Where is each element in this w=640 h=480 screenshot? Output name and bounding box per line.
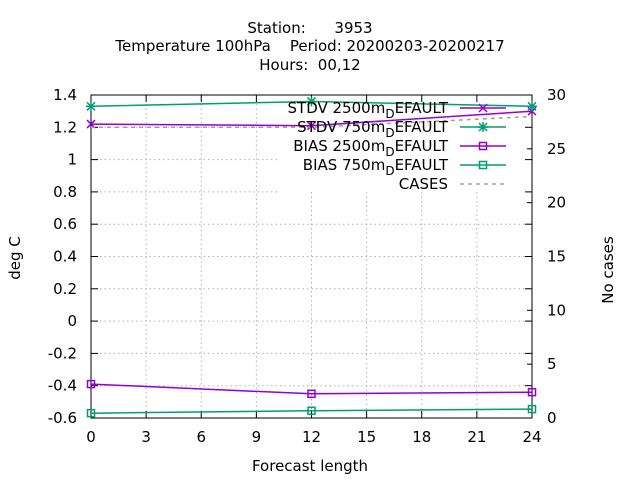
x-axis-label: Forecast length bbox=[252, 457, 368, 475]
y2-axis-label: No cases bbox=[599, 236, 617, 304]
x-tick-label: 15 bbox=[357, 428, 376, 446]
data-point bbox=[527, 404, 537, 414]
series bbox=[86, 96, 537, 418]
y2-tick-label: 25 bbox=[547, 140, 566, 158]
legend-entry: STDV 2500mDEFAULT bbox=[288, 99, 506, 121]
legend-label: BIAS 750mDEFAULT bbox=[303, 156, 449, 178]
x-tick-label: 12 bbox=[302, 428, 321, 446]
legend-label: STDV 750mDEFAULT bbox=[297, 118, 449, 140]
y2-tick-label: 5 bbox=[547, 355, 557, 373]
legend-entry: BIAS 2500mDEFAULT bbox=[293, 137, 506, 159]
title-line-station: Station: 3953 bbox=[247, 19, 372, 37]
series-bias-750m bbox=[86, 404, 537, 418]
x-tick-label: 21 bbox=[467, 428, 486, 446]
data-point bbox=[86, 101, 96, 112]
y-tick-label: 1 bbox=[67, 151, 77, 169]
y-axis-label: deg C bbox=[6, 236, 24, 280]
data-point bbox=[478, 160, 488, 170]
legend-label: CASES bbox=[399, 175, 448, 193]
data-point bbox=[527, 101, 537, 112]
grid bbox=[91, 95, 532, 418]
data-point bbox=[527, 387, 537, 397]
series-stdv-750m bbox=[86, 96, 537, 112]
x-tick-label: 9 bbox=[252, 428, 262, 446]
y-tick-label: 0.2 bbox=[53, 280, 77, 298]
legend-entry: BIAS 750mDEFAULT bbox=[303, 156, 506, 178]
data-point bbox=[478, 103, 488, 113]
y-tick-label: -0.6 bbox=[48, 409, 77, 427]
y-tick-label: -0.2 bbox=[48, 344, 77, 362]
data-point bbox=[307, 406, 316, 415]
chart-title: Station: 3953 Temperature 100hPa Period:… bbox=[114, 19, 504, 74]
data-point bbox=[478, 141, 488, 151]
data-point bbox=[306, 96, 317, 107]
legend-label: STDV 2500mDEFAULT bbox=[288, 99, 449, 121]
x-tick-label: 3 bbox=[141, 428, 151, 446]
data-point bbox=[306, 121, 317, 131]
y2-tick-label: 30 bbox=[547, 86, 566, 104]
data-point bbox=[86, 408, 96, 418]
series-bias-2500m bbox=[86, 379, 537, 399]
series-cases bbox=[91, 115, 533, 129]
series-line bbox=[90, 383, 533, 395]
series-line bbox=[91, 115, 533, 129]
y2-tick-label: 15 bbox=[547, 248, 566, 266]
x-tick-label: 6 bbox=[196, 428, 206, 446]
legend-entry: CASES bbox=[399, 175, 506, 193]
legend-entry: STDV 750mDEFAULT bbox=[297, 118, 506, 140]
y2-tick-label: 0 bbox=[547, 409, 557, 427]
y-tick-label: 1.2 bbox=[53, 118, 77, 136]
x-tick-label: 24 bbox=[522, 428, 541, 446]
data-point bbox=[307, 389, 316, 399]
y2-tick-label: 10 bbox=[547, 301, 566, 319]
y-tick-label: 0.4 bbox=[53, 248, 77, 266]
data-point bbox=[86, 379, 96, 389]
legend-label: BIAS 2500mDEFAULT bbox=[293, 137, 449, 159]
y-tick-label: -0.4 bbox=[48, 377, 77, 395]
title-line-variable-period: Temperature 100hPa Period: 20200203-2020… bbox=[114, 37, 504, 55]
y-tick-label: 1.4 bbox=[53, 86, 77, 104]
title-line-hours: Hours: 00,12 bbox=[259, 56, 360, 74]
x-tick-label: 18 bbox=[412, 428, 431, 446]
axes: -0.6 -0.4 -0.2 0 0.2 0.4 0.6 0.8 1 1.2 1.4 0 5 10 15 20… bbox=[48, 86, 566, 446]
data-point bbox=[478, 122, 488, 132]
series-line bbox=[90, 408, 533, 414]
y-tick-label: 0.6 bbox=[53, 215, 77, 233]
y2-tick-label: 20 bbox=[547, 194, 566, 212]
x-tick-label: 0 bbox=[86, 428, 96, 446]
y-tick-label: 0 bbox=[67, 312, 77, 330]
y-tick-label: 0.8 bbox=[53, 183, 77, 201]
